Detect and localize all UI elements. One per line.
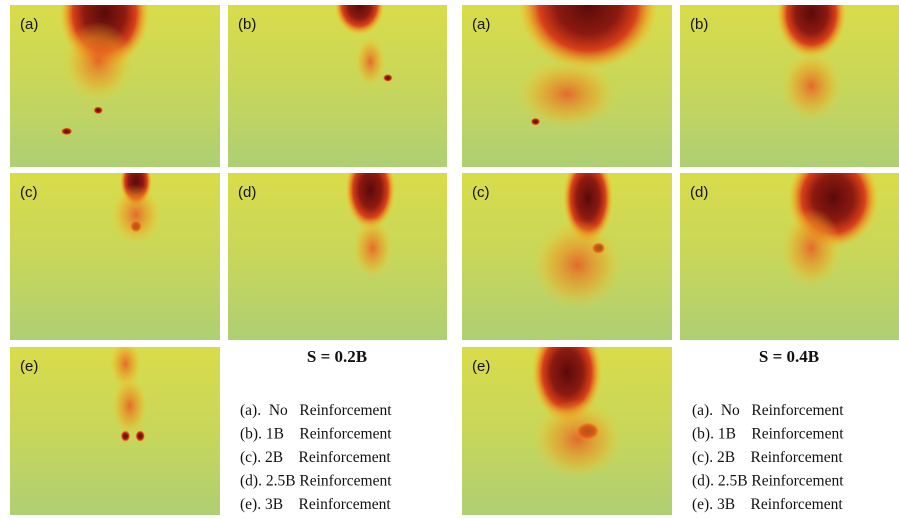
panel-image	[462, 0, 672, 167]
heatmap-panel: (b)	[680, 0, 899, 167]
hot-zone	[353, 218, 393, 278]
hot-zone	[61, 127, 73, 135]
legend-item: (e). 3B Reinforcement	[240, 496, 391, 513]
hot-zone	[93, 106, 103, 114]
group-title: S = 0.4B	[759, 347, 819, 366]
panel-image	[462, 322, 672, 515]
panel-label: (b)	[690, 16, 708, 33]
heatmap-panel: (c)	[10, 156, 220, 340]
hot-zone	[781, 208, 841, 288]
panel-image	[10, 339, 220, 515]
legend-item: (c). 2B Reinforcement	[692, 449, 843, 466]
panel-image	[680, 0, 899, 167]
heatmap-panel: (e)	[462, 322, 672, 515]
hot-zone	[383, 74, 393, 82]
legend-item: (d). 2.5B Reinforcement	[240, 473, 392, 490]
hot-zone	[533, 220, 623, 310]
heatmap-panel: (d)	[680, 148, 899, 340]
panel-background	[228, 173, 447, 340]
panel-label: (a)	[472, 16, 490, 33]
panel-label: (c)	[472, 184, 490, 201]
legend-item: (b). 1B Reinforcement	[240, 426, 392, 443]
hot-zone	[355, 37, 385, 87]
hot-zone	[112, 376, 148, 436]
hot-zone	[111, 185, 161, 245]
panel-image	[10, 156, 220, 340]
panel-label: (e)	[20, 358, 38, 375]
heatmap-panel: (b)	[228, 0, 447, 167]
legend-item: (e). 3B Reinforcement	[692, 496, 843, 513]
legend-item: (a). No Reinforcement	[240, 402, 392, 419]
panel-background	[10, 173, 220, 340]
heatmap-panel: (d)	[228, 150, 447, 340]
hot-zone	[533, 399, 623, 479]
panel-label: (e)	[472, 358, 490, 375]
panel-image	[462, 153, 672, 340]
hot-zone	[531, 118, 541, 126]
panel-label: (a)	[20, 16, 38, 33]
panel-label: (c)	[20, 184, 38, 201]
panel-label: (d)	[238, 184, 256, 201]
panel-image	[228, 150, 447, 340]
hot-zone	[781, 51, 841, 121]
figure: (a) (b) (c) (d) (e) S = 0.2B (a). No Reinforce…	[0, 0, 899, 519]
heatmap-panel: (a)	[10, 0, 220, 167]
panel-image	[680, 148, 899, 340]
heatmap-panel: (c)	[462, 153, 672, 340]
legend-item: (a). No Reinforcement	[692, 402, 844, 419]
panel-label: (b)	[238, 16, 256, 33]
legend-item: (c). 2B Reinforcement	[240, 449, 391, 466]
panel-label: (d)	[690, 184, 708, 201]
panel-image	[10, 0, 220, 167]
legend-item: (b). 1B Reinforcement	[692, 426, 844, 443]
heatmap-panel: (a)	[462, 0, 672, 167]
legend-item: (d). 2.5B Reinforcement	[692, 473, 844, 490]
panel-image	[228, 0, 447, 167]
panel-background	[228, 5, 447, 167]
group-title: S = 0.2B	[307, 347, 367, 366]
hot-zone	[517, 59, 617, 129]
heatmap-panel: (e)	[10, 339, 220, 515]
hot-zone	[63, 22, 133, 102]
